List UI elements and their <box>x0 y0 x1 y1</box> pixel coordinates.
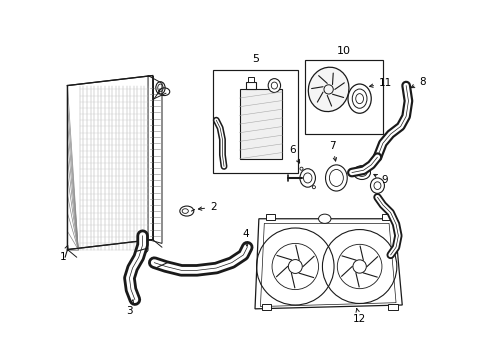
Bar <box>388 304 397 310</box>
Ellipse shape <box>353 166 370 180</box>
Text: 7: 7 <box>329 141 337 161</box>
Bar <box>240 89 282 159</box>
Text: 9: 9 <box>374 174 388 185</box>
Bar <box>305 60 383 134</box>
Text: 12: 12 <box>353 309 366 324</box>
Ellipse shape <box>268 78 281 93</box>
Text: 5: 5 <box>252 54 259 64</box>
Ellipse shape <box>308 67 349 112</box>
Bar <box>246 82 256 89</box>
Text: 11: 11 <box>369 78 392 88</box>
Bar <box>262 304 271 310</box>
Text: 3: 3 <box>126 300 134 316</box>
Bar <box>266 214 275 220</box>
Text: 4: 4 <box>243 229 249 246</box>
Ellipse shape <box>325 165 347 191</box>
Text: 10: 10 <box>337 45 351 55</box>
Circle shape <box>312 186 316 189</box>
Text: 6: 6 <box>289 145 299 163</box>
Text: 2: 2 <box>198 202 217 212</box>
Text: 8: 8 <box>411 77 426 87</box>
Ellipse shape <box>370 178 385 193</box>
Bar <box>382 214 392 220</box>
Circle shape <box>300 167 303 170</box>
Ellipse shape <box>348 84 371 113</box>
Bar <box>248 77 254 82</box>
Ellipse shape <box>318 214 331 223</box>
Bar <box>213 70 297 172</box>
Text: 1: 1 <box>60 246 68 262</box>
Ellipse shape <box>180 206 194 216</box>
Polygon shape <box>255 219 402 309</box>
Ellipse shape <box>300 169 316 187</box>
